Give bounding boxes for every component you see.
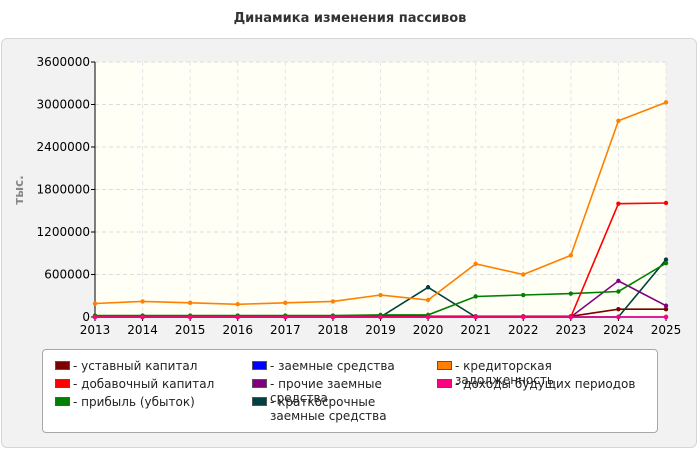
data-point xyxy=(283,300,288,306)
legend-label: - доходы будущих периодов xyxy=(455,377,636,391)
y-tick-label: 1800000 xyxy=(37,183,90,197)
data-point xyxy=(140,314,145,320)
x-tick-label: 2020 xyxy=(413,323,444,337)
data-point xyxy=(378,314,383,320)
data-point xyxy=(663,303,669,308)
data-point xyxy=(235,314,240,320)
legend-label: - прибыль (убыток) xyxy=(73,395,195,409)
data-point xyxy=(663,260,669,266)
data-point xyxy=(521,272,526,277)
legend-swatch xyxy=(252,397,267,406)
data-point xyxy=(425,297,431,303)
legend-swatch xyxy=(55,361,70,370)
data-point xyxy=(140,299,145,304)
legend-label: - краткосрочные заемные средства xyxy=(270,395,387,423)
data-point xyxy=(187,300,193,306)
legend-label: - добавочный капитал xyxy=(73,377,215,391)
data-point xyxy=(92,314,98,320)
data-point xyxy=(473,294,478,299)
y-tick-label: 2400000 xyxy=(37,140,90,154)
legend-label: - прочие заемные средства xyxy=(270,377,382,405)
legend-label: - уставный капитал xyxy=(73,359,198,373)
chart-title: Динамика изменения пассивов xyxy=(233,11,467,26)
x-tick-label: 2014 xyxy=(127,323,158,337)
data-point xyxy=(616,314,621,320)
data-point xyxy=(283,314,288,320)
x-tick-label: 2022 xyxy=(508,323,539,337)
data-point xyxy=(568,314,574,320)
x-tick-label: 2018 xyxy=(318,323,349,337)
legend-swatch xyxy=(437,361,452,370)
data-point xyxy=(473,314,478,320)
legend-swatch xyxy=(437,379,452,388)
data-point xyxy=(187,314,193,320)
series-7 xyxy=(92,314,669,320)
data-point xyxy=(568,291,574,296)
data-point xyxy=(663,100,669,105)
data-point xyxy=(663,314,669,320)
chart-legend: - уставный капитал - добавочный капитал - … xyxy=(42,349,658,433)
data-point xyxy=(663,307,669,312)
y-tick-label: 1200000 xyxy=(37,225,90,239)
y-tick-label: 3000000 xyxy=(37,98,90,112)
series-6 xyxy=(92,100,669,307)
legend-swatch xyxy=(55,397,70,406)
data-point xyxy=(616,289,621,294)
data-point xyxy=(568,253,574,258)
data-point xyxy=(663,200,669,206)
axes: 0 600000 1200000 1800000 2400000 3000000 36000… xyxy=(37,55,682,337)
data-point xyxy=(330,314,336,320)
data-point xyxy=(92,301,98,306)
data-point xyxy=(235,302,240,307)
x-tick-label: 2019 xyxy=(365,323,396,337)
x-tick-label: 2021 xyxy=(460,323,491,337)
x-tick-label: 2023 xyxy=(556,323,587,337)
x-tick-label: 2024 xyxy=(603,323,634,337)
x-tick-label: 2025 xyxy=(651,323,682,337)
data-point xyxy=(616,307,621,312)
legend-swatch xyxy=(252,379,267,388)
series-lines xyxy=(92,100,669,320)
legend-swatch xyxy=(55,379,70,388)
y-tick-label: 0 xyxy=(82,310,90,324)
legend-label: - кредиторская задолженность xyxy=(455,359,554,387)
x-tick-label: 2013 xyxy=(80,323,111,337)
data-point xyxy=(521,314,526,320)
data-point xyxy=(521,292,526,298)
x-tick-label: 2015 xyxy=(175,323,206,337)
legend-swatch xyxy=(252,361,267,370)
data-point xyxy=(616,201,621,206)
data-point xyxy=(663,257,669,262)
data-point xyxy=(473,261,478,267)
y-tick-label: 600000 xyxy=(44,268,90,282)
data-point xyxy=(616,278,621,284)
data-point xyxy=(616,118,621,123)
x-tick-label: 2017 xyxy=(270,323,301,337)
legend-label: - заемные средства xyxy=(270,359,395,373)
y-tick-label: 3600000 xyxy=(37,55,90,69)
data-point xyxy=(378,292,383,298)
data-point xyxy=(425,285,431,290)
data-point xyxy=(425,314,431,320)
x-tick-label: 2016 xyxy=(222,323,253,337)
y-axis-label: тыс. xyxy=(12,175,26,204)
data-point xyxy=(330,299,336,304)
grid-lines xyxy=(94,61,667,318)
